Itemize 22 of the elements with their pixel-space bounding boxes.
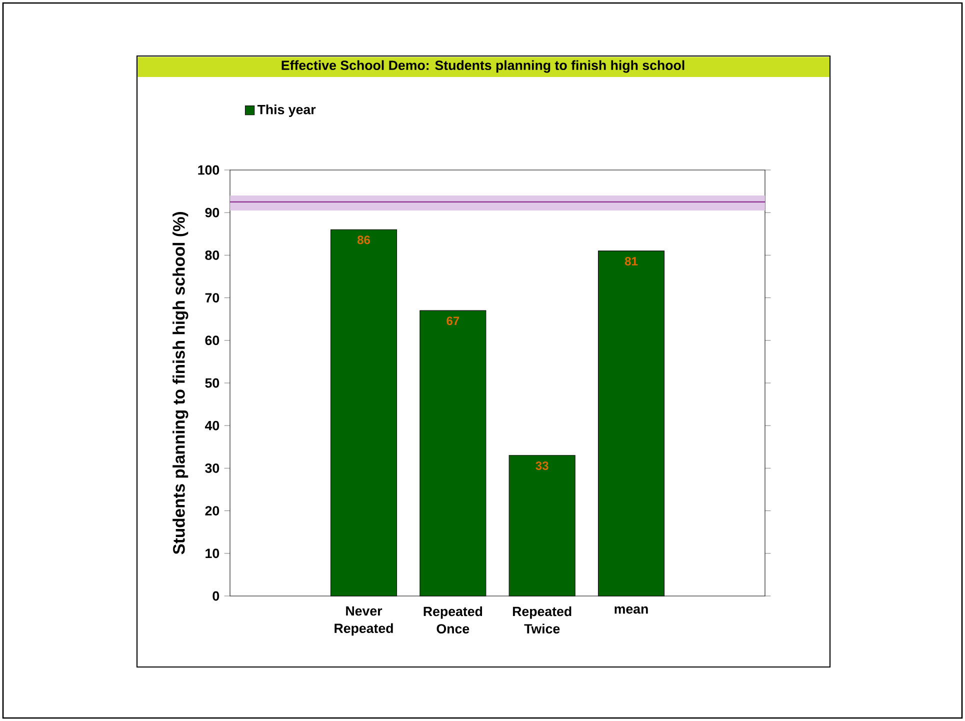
y-tick-label: 60 [205,336,220,346]
y-tick-label: 0 [212,591,220,601]
x-tick-label: Repeated Once [424,606,482,634]
data-label: 33 [536,461,548,470]
y-tick-label: 40 [204,420,220,430]
x-tick-label: mean [614,606,648,614]
y-tick-label: 100 [198,165,220,175]
y-tick-label: 90 [205,208,220,218]
data-label: 67 [446,316,460,326]
y-tick-label: 80 [205,250,220,260]
chart-title: Effective School Demo: Students planning to finish high school [282,60,684,73]
x-tick-label: Never Repeated [334,606,393,636]
data-label: 81 [624,256,638,266]
y-tick-label: 30 [205,463,220,473]
y-tick-label: 50 [205,378,220,388]
y-tick-label: 20 [205,506,220,516]
x-tick-label: Repeated Twice [512,606,572,634]
legend-label: This year [257,104,316,117]
y-tick-label: 10 [206,548,220,558]
data-label: 86 [357,236,370,244]
y-tick-label: 70 [205,293,220,303]
y-axis-title: Students planning to finish high school (%) [172,212,188,554]
